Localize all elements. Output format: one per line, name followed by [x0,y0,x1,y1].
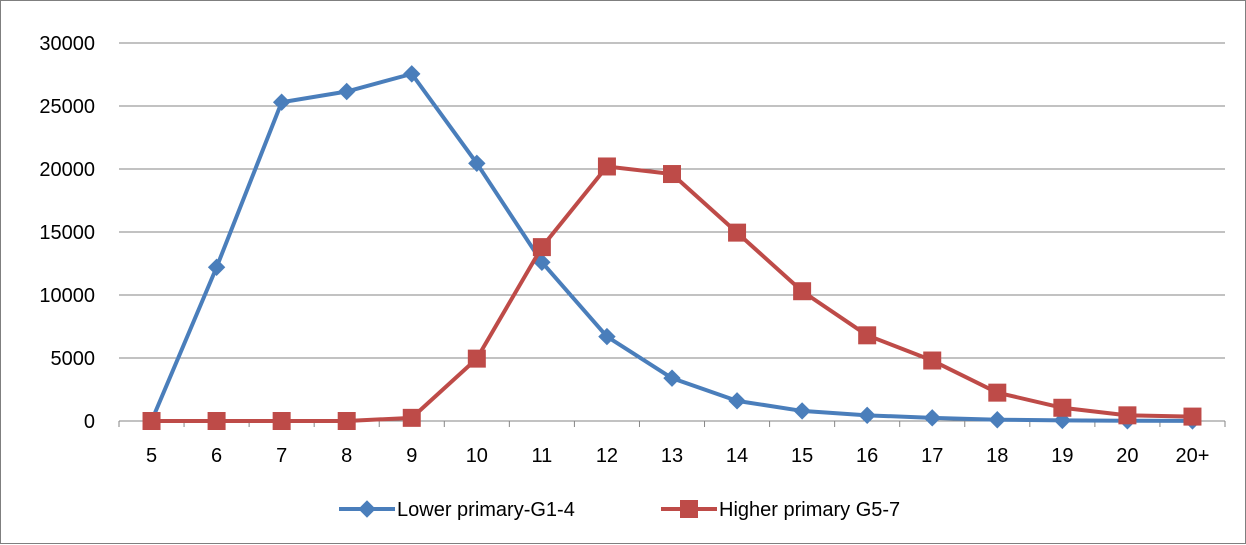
data-point [858,326,877,345]
x-tick-label: 11 [531,445,552,467]
y-tick-label: 25000 [39,96,95,118]
legend: Lower primary-G1-4 Higher primary G5-7 [339,499,900,521]
x-tick-label: 19 [1051,445,1073,467]
legend-item-2: Higher primary G5-7 [661,499,900,521]
x-tick-label: 14 [726,445,748,467]
x-tick-label: 15 [791,445,813,467]
x-tick-label: 20+ [1176,445,1210,467]
x-tick-label: 18 [986,445,1008,467]
data-point [1118,406,1137,425]
x-tick-label: 8 [341,445,352,467]
data-point [793,402,811,420]
data-point [207,412,226,430]
data-point [858,406,876,425]
data-point [663,165,681,184]
data-point [468,154,486,173]
data-point [1053,398,1072,417]
x-tick-label: 5 [146,445,157,467]
y-tick-label: 20000 [39,159,95,181]
y-tick-label: 30000 [39,33,95,55]
data-point [1183,407,1202,426]
legend-label: Higher primary G5-7 [719,499,900,521]
legend-item-1: Lower primary-G1-4 [339,499,575,521]
y-tick-label: 15000 [39,222,95,244]
x-tick-label: 13 [661,445,683,467]
data-point [142,412,161,430]
x-tick-label: 7 [276,445,287,467]
x-tick-label: 17 [921,445,943,467]
series-line [149,71,1195,423]
series-group [142,65,1202,430]
data-point [663,369,681,387]
data-point [728,223,747,242]
data-point [272,93,291,111]
data-point [337,82,356,101]
data-point [923,351,942,370]
y-tick-label: 0 [84,411,95,433]
data-point [532,238,551,257]
data-point [207,258,226,276]
data-point [467,349,486,368]
data-point [598,327,616,346]
data-point [988,411,1007,429]
data-point [402,408,421,427]
x-axis: 5 6 7 8 9 10 11 12 13 14 15 16 17 18 19 20 20+ [118,421,1226,467]
data-point [793,282,812,301]
x-tick-label: 16 [856,445,878,467]
x-tick-label: 10 [466,445,488,467]
x-tick-label: 9 [406,445,417,467]
data-point [988,383,1007,402]
legend-label: Lower primary-G1-4 [397,499,575,521]
y-axis-tick-labels: 0 5000 10000 15000 20000 25000 30000 [39,33,95,433]
series-2 [142,157,1202,430]
legend-marker [358,500,376,518]
y-tick-label: 5000 [51,348,96,370]
data-point [272,412,291,430]
legend-marker [680,500,698,518]
series-1 [142,65,1202,430]
data-point [728,392,746,410]
x-tick-label: 20 [1116,445,1138,467]
y-tick-label: 10000 [39,285,95,307]
data-point [337,412,356,430]
data-point [403,65,421,83]
data-point [597,157,616,176]
data-point [923,409,941,427]
x-tick-label: 12 [596,445,618,467]
x-tick-label: 6 [211,445,222,467]
